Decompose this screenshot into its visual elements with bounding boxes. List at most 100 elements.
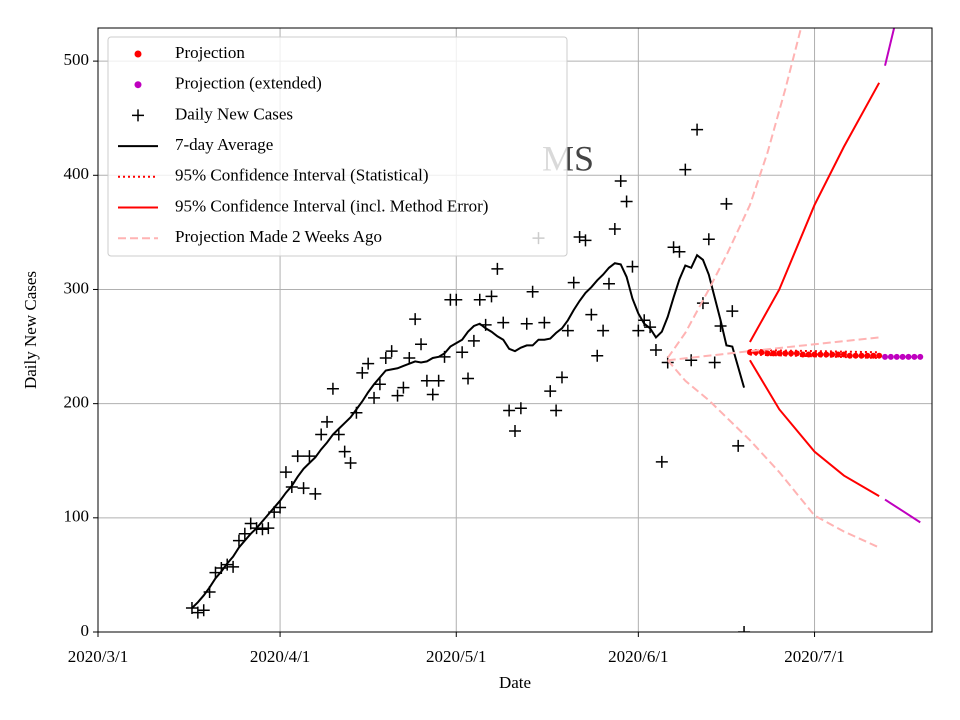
y-tick-label: 200 — [64, 393, 90, 412]
case-point — [456, 346, 469, 359]
case-point — [227, 560, 240, 573]
case-point — [602, 277, 615, 290]
x-tick-label: 2020/6/1 — [608, 647, 668, 666]
case-point — [379, 351, 392, 364]
case-point — [403, 351, 416, 364]
y-axis-label: Daily New Cases — [21, 271, 40, 389]
case-point — [256, 523, 269, 536]
case-point — [632, 324, 645, 337]
case-point — [362, 357, 375, 370]
case-point — [691, 123, 704, 136]
case-point — [450, 293, 463, 306]
case-point — [326, 382, 339, 395]
y-tick-label: 500 — [64, 50, 90, 69]
case-point — [620, 195, 633, 208]
case-point — [591, 349, 604, 362]
series-line — [749, 353, 880, 359]
case-point — [385, 345, 398, 358]
case-point — [673, 245, 686, 258]
case-point — [432, 374, 445, 387]
case-point — [567, 276, 580, 289]
legend-label: Projection Made 2 Weeks Ago — [175, 227, 382, 246]
case-point — [655, 455, 668, 468]
case-point — [321, 415, 334, 428]
case-point — [279, 466, 292, 479]
case-point — [368, 391, 381, 404]
case-point — [550, 404, 563, 417]
case-point — [649, 343, 662, 356]
case-point — [509, 425, 521, 438]
projection-point — [840, 351, 847, 358]
legend-label: Projection — [175, 43, 245, 62]
case-point — [685, 354, 698, 367]
case-point — [514, 402, 527, 415]
case-point — [420, 374, 433, 387]
case-point — [344, 457, 357, 470]
x-axis-label: Date — [499, 673, 531, 692]
case-point — [391, 389, 404, 402]
legend-label: Projection (extended) — [175, 74, 322, 93]
case-point — [415, 338, 428, 351]
case-point — [426, 388, 439, 401]
series-line — [749, 82, 881, 343]
y-tick-label: 400 — [64, 164, 90, 183]
case-point — [520, 317, 533, 330]
legend-marker — [134, 81, 142, 89]
case-point — [626, 260, 639, 273]
case-point — [708, 356, 721, 369]
case-point — [303, 450, 316, 463]
case-point — [585, 308, 598, 321]
x-tick-label: 2020/4/1 — [250, 647, 310, 666]
legend-marker — [132, 109, 144, 122]
case-point — [614, 174, 627, 187]
y-tick-label: 100 — [64, 507, 90, 526]
series-line — [884, 498, 921, 524]
case-point — [732, 439, 745, 452]
series-line — [666, 359, 880, 549]
case-point — [262, 522, 275, 535]
case-point — [356, 366, 369, 379]
series-line — [667, 336, 880, 362]
projection-point — [893, 353, 900, 360]
y-tick-label: 300 — [64, 278, 90, 297]
case-point — [497, 316, 510, 329]
legend-label: 95% Confidence Interval (Statistical) — [175, 166, 429, 185]
projection-point — [882, 353, 889, 360]
case-point — [338, 445, 351, 458]
case-point — [579, 234, 592, 247]
x-tick-label: 2020/5/1 — [426, 647, 486, 666]
case-point — [555, 371, 568, 384]
case-point — [702, 233, 715, 246]
projection-point — [917, 353, 924, 360]
projection-point — [887, 353, 894, 360]
case-point — [526, 285, 539, 298]
projection-point — [876, 352, 883, 359]
case-point — [679, 163, 692, 176]
case-point — [544, 385, 557, 398]
case-point — [409, 313, 422, 326]
case-point — [274, 501, 287, 514]
case-point — [538, 316, 551, 329]
axes: 2020/3/1 2020/4/1 2020/5/1 2020/6/1 2020/7/1… — [64, 50, 845, 666]
case-point — [373, 378, 386, 391]
case-point — [696, 297, 709, 310]
case-point — [491, 262, 504, 275]
case-point — [720, 197, 733, 210]
legend-marker — [134, 50, 142, 58]
legend-label: 95% Confidence Interval (incl. Method Er… — [175, 196, 488, 215]
case-point — [191, 606, 204, 619]
legend-label: 7-day Average — [175, 135, 273, 154]
plot-frame — [97, 27, 933, 633]
case-point — [309, 487, 322, 500]
case-point — [232, 534, 245, 547]
case-point — [238, 527, 251, 540]
case-point — [485, 290, 498, 303]
case-point — [561, 324, 574, 337]
case-point — [197, 604, 210, 617]
projection-point — [788, 350, 795, 357]
projection-point — [911, 353, 918, 360]
case-point — [467, 334, 480, 347]
projection-point — [899, 353, 906, 360]
legend-label: Daily New Cases — [175, 104, 293, 123]
